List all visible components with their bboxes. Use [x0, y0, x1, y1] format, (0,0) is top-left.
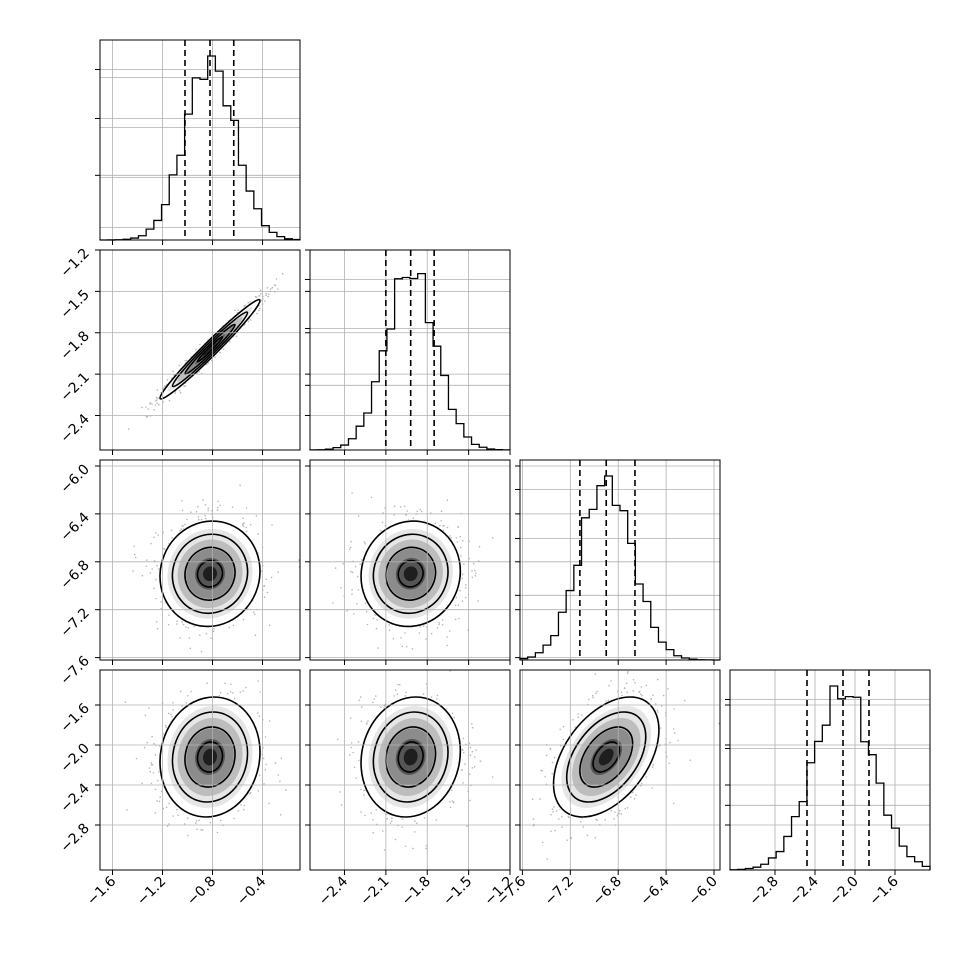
- histogram-line-2: [309, 272, 511, 451]
- x-tick-label: −1.5: [440, 874, 475, 909]
- x-tick-label: −1.8: [399, 874, 434, 909]
- y-tick-label: −1.6: [57, 700, 92, 735]
- contour-line-2: [184, 726, 236, 788]
- panel-frame: [309, 459, 511, 661]
- panel-frame: [99, 249, 301, 451]
- contour-line-4: [159, 298, 261, 400]
- y-tick-label: −2.4: [57, 411, 92, 446]
- panel-content: [336, 670, 494, 851]
- x-tick-label: −6.8: [590, 874, 625, 909]
- histogram-line-3: [519, 475, 721, 661]
- contour-line-4: [552, 696, 660, 818]
- histogram-line-1: [99, 55, 301, 241]
- contour-line-2: [385, 546, 437, 601]
- x-tick-label: −2.8: [746, 874, 781, 909]
- contour-line-1: [196, 336, 224, 363]
- contour-line-3: [372, 533, 449, 615]
- scatter-panel-2-1: −2.4 −2.1 −1.8 −1.5 −1.2: [57, 246, 301, 455]
- histogram-panel-2: [305, 249, 511, 455]
- contour-line-4: [159, 696, 261, 818]
- histogram-panel-3: [515, 459, 721, 665]
- x-tick-label: −1.2: [134, 874, 169, 909]
- panel-content: [332, 492, 494, 650]
- contour-line-1: [196, 741, 224, 773]
- density-fill-6: [598, 748, 614, 766]
- scatter-panel-4-1: −1.6 −1.2 −0.8 −0.4 −2.8 −2.4 −2.0 −1.6: [57, 669, 301, 909]
- y-tick-label: −6.0: [57, 462, 92, 497]
- panel-frame: [729, 669, 931, 871]
- scatter-panel-4-2: −2.4 −2.1 −1.8 −1.5 −1.2: [305, 669, 517, 909]
- contour-line-3: [171, 311, 249, 388]
- contour-line-2: [184, 546, 236, 601]
- panel-frame: [519, 459, 721, 661]
- panel-content: [127, 272, 284, 430]
- y-tick-label: −2.4: [57, 780, 92, 815]
- y-tick-label: −1.8: [57, 328, 92, 363]
- density-fill-6: [403, 748, 418, 766]
- contour-line-1: [397, 559, 424, 588]
- y-tick-label: −2.1: [57, 370, 92, 405]
- contour-line-3: [565, 711, 647, 803]
- x-tick-label: −2.1: [357, 874, 392, 909]
- x-tick-label: −0.4: [234, 873, 269, 908]
- contour-line-2: [385, 726, 437, 788]
- panel-frame: [309, 669, 511, 871]
- contour-line-1: [592, 741, 621, 773]
- contour-line-4: [159, 520, 261, 628]
- contour-line-3: [171, 533, 249, 615]
- contour-line-1: [397, 741, 424, 773]
- y-tick-label: −6.8: [57, 557, 92, 592]
- x-tick-label: −0.8: [184, 874, 219, 909]
- y-tick-label: −1.2: [57, 246, 92, 281]
- panel-content: [531, 670, 720, 860]
- histogram-panel-1: [95, 39, 301, 245]
- density-fill-6: [202, 566, 217, 582]
- contour-line-3: [372, 711, 449, 803]
- scatter-panel-4-3: −7.6 −7.2 −6.8 −6.4 −6.0: [494, 669, 721, 909]
- y-tick-label: −2.8: [57, 821, 92, 856]
- density-fill-6: [202, 748, 217, 766]
- contour-line-2: [579, 726, 634, 788]
- scatter-panel-3-2: [305, 459, 511, 665]
- y-tick-label: −2.0: [57, 741, 92, 776]
- panel-frame: [99, 39, 301, 241]
- y-tick-label: −7.6: [57, 653, 92, 688]
- density-fill-6: [403, 566, 418, 582]
- x-tick-label: −2.4: [786, 873, 821, 908]
- panel-content: [124, 680, 287, 837]
- panel-content: [132, 484, 300, 653]
- panel-frame: [99, 459, 301, 661]
- x-tick-label: −2.0: [826, 874, 861, 909]
- y-tick-label: −6.4: [57, 509, 92, 544]
- y-tick-label: −1.5: [57, 287, 92, 322]
- x-tick-label: −7.2: [542, 874, 577, 909]
- histogram-line-4: [729, 685, 931, 871]
- panel-frame: [99, 669, 301, 871]
- contour-line-4: [360, 520, 462, 628]
- histogram-panel-4: −2.8 −2.4 −2.0 −1.6: [725, 669, 931, 909]
- scatter-panel-3-1: −7.6 −7.2 −6.8 −6.4 −6.0: [57, 459, 301, 688]
- x-tick-label: −2.4: [316, 873, 351, 908]
- panel-frame: [519, 669, 721, 871]
- x-tick-label: −6.0: [685, 874, 720, 909]
- density-fill-6: [203, 342, 218, 357]
- contour-line-3: [171, 711, 249, 803]
- x-tick-label: −1.6: [866, 873, 901, 908]
- panel-frame: [309, 249, 511, 451]
- x-tick-label: −1.6: [84, 873, 119, 908]
- x-tick-label: −6.4: [638, 873, 673, 908]
- y-tick-label: −7.2: [57, 605, 92, 640]
